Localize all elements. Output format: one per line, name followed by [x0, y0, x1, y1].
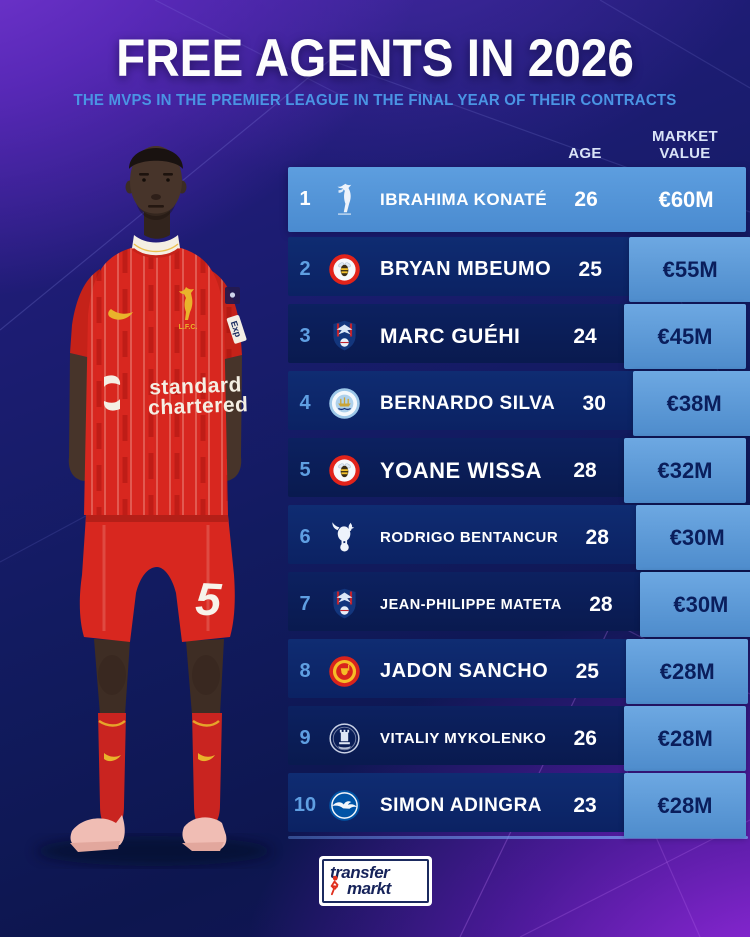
player-name: BERNARDO SILVA [380, 392, 556, 414]
age-value: 28 [589, 592, 613, 616]
liverpool-badge-icon [322, 181, 366, 218]
brentford-badge-icon [322, 251, 366, 288]
rank-label: 1 [299, 188, 311, 210]
market-value: €30M [636, 505, 750, 570]
brand-line1: transfer [330, 863, 390, 882]
page-subtitle: THE MVPS IN THE PREMIER LEAGUE IN THE FI… [73, 92, 677, 109]
age-value: 24 [573, 324, 597, 348]
shirt-number: 5 [194, 572, 224, 625]
table-row: 9 VITALIY MYKOLENKO 26 €28M [288, 706, 747, 771]
column-header-age: AGE [568, 145, 602, 162]
sponsor-sleeve-patch: Exp [226, 314, 247, 344]
rank-label: 3 [299, 325, 311, 347]
rank-label: 2 [299, 258, 311, 280]
player-photo-ibrahima-konate: L.F.C. Exp standard chartered 5 [8, 115, 308, 885]
age-value: 26 [574, 187, 598, 211]
market-value: €28M [626, 639, 749, 704]
player-name: VITALIY MYKOLENKO [380, 730, 547, 747]
market-value: €28M [624, 773, 746, 838]
market-value: €38M [633, 371, 750, 436]
player-name: BRYAN MBEUMO [380, 258, 552, 280]
player-name: SIMON ADINGRA [380, 794, 543, 816]
crystal-palace-badge-icon [322, 318, 366, 355]
table-row: 8 JADON SANCHO 25 €28M [288, 639, 749, 704]
table-row: 3 MARC GUÉHI 24 €45M [288, 304, 746, 369]
table-row: 2 BRYAN MBEUMO 25 €55M [288, 237, 750, 302]
crest-caption: L.F.C. [179, 324, 198, 331]
player-name: RODRIGO BENTANCUR [380, 529, 559, 546]
rank-label: 6 [299, 526, 311, 548]
market-value-header-line1: MARKET [652, 128, 718, 145]
crystal-palace-badge-icon [322, 586, 366, 623]
market-value: €30M [639, 572, 750, 637]
age-value: 23 [573, 793, 597, 817]
age-value: 25 [578, 257, 602, 281]
table-row: 4 BERNARDO SILVA 30 €38M [288, 371, 750, 436]
column-header-market-value: MARKET VALUE [624, 128, 746, 162]
market-value-header-line2: VALUE [659, 145, 711, 162]
left-sock [98, 713, 126, 827]
player-name: YOANE WISSA [380, 457, 542, 483]
transfermarkt-logo-frame: transfer markt [322, 859, 429, 903]
rank-label: 7 [299, 593, 311, 615]
transfermarkt-logo: transfer markt [319, 856, 432, 906]
age-value: 26 [573, 726, 597, 750]
player-name: JEAN-PHILIPPE MATETA [380, 596, 562, 613]
free-agents-table: 1 IBRAHIMA KONATÉ 26 €60M 2 [288, 167, 750, 838]
table-row: 6 RODRIGO BENTANCUR 28 €30M [288, 505, 750, 570]
left-boot [70, 815, 125, 849]
player-name: JADON SANCHO [380, 660, 549, 682]
market-value: €55M [629, 237, 750, 302]
table-row: 10 SIMON ADINGRA 23 €28M [288, 773, 746, 838]
shirt-collar [132, 235, 180, 257]
shirt-sponsor-line1: standard [149, 373, 242, 399]
page-title: FREE AGENTS IN 2026 [116, 29, 634, 88]
shirt-sponsor-mark-icon [103, 375, 121, 411]
age-value: 28 [585, 525, 609, 549]
market-value: €28M [624, 706, 747, 771]
player-name: MARC GUÉHI [380, 324, 521, 348]
market-value: €60M [658, 186, 714, 212]
rank-label: 8 [299, 660, 311, 682]
brighton-badge-icon [322, 787, 366, 824]
shorts [79, 515, 235, 642]
right-sock-swoosh-icon [198, 753, 215, 762]
shirt-sponsor-line2: chartered [148, 393, 249, 419]
everton-badge-icon [322, 720, 366, 757]
rank-label: 5 [299, 459, 311, 481]
market-value: €45M [624, 304, 746, 369]
bottom-accent-line [288, 836, 748, 839]
brentford-badge-icon [322, 452, 366, 489]
table-row: 5 YOANE WISSA 28 €32M [288, 438, 746, 503]
nike-swoosh-icon [108, 309, 133, 320]
transfermarkt-player-icon [330, 875, 339, 896]
right-sock [192, 713, 222, 827]
sleeve-patch-text: Exp [229, 320, 244, 339]
table-row: 1 IBRAHIMA KONATÉ 26 €60M [288, 167, 746, 232]
age-value: 25 [575, 659, 599, 683]
rank-label: 9 [299, 727, 311, 749]
tottenham-badge-icon [322, 519, 366, 556]
rank-label: 4 [299, 392, 311, 414]
left-sock-swoosh-icon [104, 753, 121, 762]
brand-line2: markt [347, 879, 391, 898]
player-name: IBRAHIMA KONATÉ [380, 189, 548, 209]
age-value: 28 [573, 458, 597, 482]
market-value: €32M [624, 438, 746, 503]
manchester-city-badge-icon [322, 385, 366, 422]
shirt-torso [84, 244, 228, 515]
manchester-united-badge-icon [322, 653, 366, 690]
liverpool-crest-icon: L.F.C. [179, 287, 198, 331]
age-value: 30 [582, 391, 606, 415]
rank-label: 10 [293, 794, 317, 816]
table-row: 7 JEAN-PHILIPPE MATETA 28 €30M [288, 572, 750, 637]
